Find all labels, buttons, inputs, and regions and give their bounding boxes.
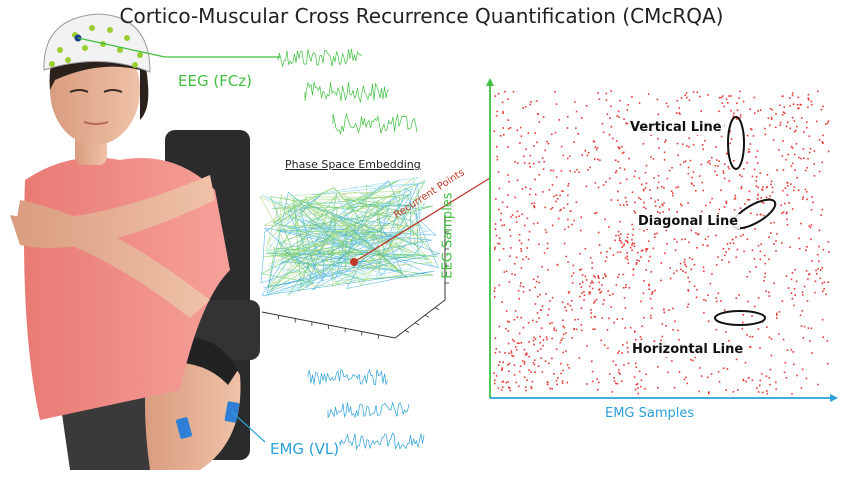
eeg-trace-1 [277, 48, 363, 67]
phase-trajectory [259, 176, 441, 297]
recurrent-point-connector [353, 177, 491, 263]
phase-space-plot [259, 176, 491, 339]
y-axis-label: EEG Samples [440, 192, 456, 279]
eeg-signal-traces [277, 48, 418, 136]
vertical-line-label: Vertical Line [628, 120, 724, 135]
phase-axis-y [394, 299, 446, 339]
emg-connector [231, 411, 266, 443]
eeg-connector [77, 37, 166, 58]
eeg-electrodes [49, 25, 143, 68]
subject-illustration [10, 13, 260, 470]
page-title: Cortico-Muscular Cross Recurrence Quanti… [119, 4, 724, 28]
horizontal-line-label: Horizontal Line [630, 342, 746, 357]
emg-signal-traces [307, 368, 425, 451]
emg-sensor-icon [176, 417, 192, 439]
recurrence-plot [486, 78, 838, 402]
x-axis-label: EMG Samples [605, 406, 695, 421]
phase-space-label: Phase Space Embedding [285, 158, 421, 171]
eeg-channel-label: EEG (FCz) [178, 72, 253, 90]
vertical-line-marker [727, 116, 745, 170]
arm-right [15, 200, 210, 318]
recurrence-points [493, 90, 830, 395]
horizontal-line-marker [714, 310, 766, 326]
emg-trace-3 [339, 432, 425, 451]
emg-trace-2 [327, 401, 410, 419]
emg-trace-1 [307, 368, 388, 386]
eeg-cap-icon [43, 13, 151, 73]
emg-channel-label: EMG (VL) [270, 440, 340, 458]
eeg-trace-2 [304, 82, 390, 104]
eeg-trace-3 [332, 112, 418, 136]
diagonal-line-label: Diagonal Line [636, 214, 741, 229]
